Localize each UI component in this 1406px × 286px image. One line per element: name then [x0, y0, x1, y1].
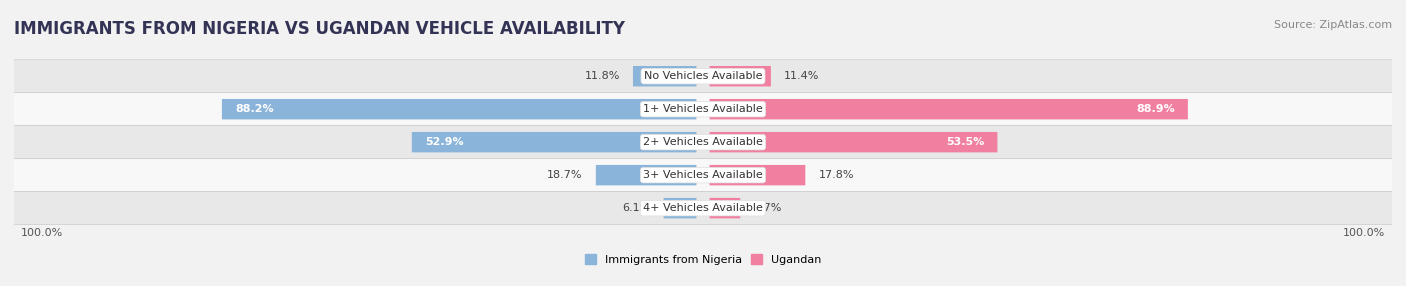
Text: 4+ Vehicles Available: 4+ Vehicles Available: [643, 203, 763, 213]
Text: 11.4%: 11.4%: [785, 71, 820, 81]
Legend: Immigrants from Nigeria, Ugandan: Immigrants from Nigeria, Ugandan: [581, 250, 825, 269]
FancyBboxPatch shape: [710, 132, 997, 152]
FancyBboxPatch shape: [633, 66, 696, 86]
Text: No Vehicles Available: No Vehicles Available: [644, 71, 762, 81]
Text: 100.0%: 100.0%: [1343, 228, 1385, 238]
FancyBboxPatch shape: [710, 165, 806, 185]
FancyBboxPatch shape: [412, 132, 696, 152]
FancyBboxPatch shape: [1, 192, 1405, 225]
Text: 17.8%: 17.8%: [818, 170, 853, 180]
Text: 2+ Vehicles Available: 2+ Vehicles Available: [643, 137, 763, 147]
FancyBboxPatch shape: [1, 159, 1405, 192]
FancyBboxPatch shape: [710, 66, 770, 86]
Text: 53.5%: 53.5%: [946, 137, 984, 147]
FancyBboxPatch shape: [222, 99, 696, 120]
Text: 100.0%: 100.0%: [21, 228, 63, 238]
Text: 11.8%: 11.8%: [585, 71, 620, 81]
FancyBboxPatch shape: [1, 93, 1405, 126]
FancyBboxPatch shape: [596, 165, 696, 185]
Text: 3+ Vehicles Available: 3+ Vehicles Available: [643, 170, 763, 180]
Text: 1+ Vehicles Available: 1+ Vehicles Available: [643, 104, 763, 114]
FancyBboxPatch shape: [1, 60, 1405, 93]
Text: IMMIGRANTS FROM NIGERIA VS UGANDAN VEHICLE AVAILABILITY: IMMIGRANTS FROM NIGERIA VS UGANDAN VEHIC…: [14, 20, 626, 38]
FancyBboxPatch shape: [664, 198, 696, 218]
FancyBboxPatch shape: [1, 126, 1405, 159]
Text: 18.7%: 18.7%: [547, 170, 582, 180]
Text: 6.1%: 6.1%: [623, 203, 651, 213]
Text: 5.7%: 5.7%: [754, 203, 782, 213]
FancyBboxPatch shape: [710, 99, 1188, 120]
Text: 88.9%: 88.9%: [1136, 104, 1175, 114]
FancyBboxPatch shape: [710, 198, 740, 218]
Text: Source: ZipAtlas.com: Source: ZipAtlas.com: [1274, 20, 1392, 30]
Text: 88.2%: 88.2%: [235, 104, 274, 114]
Text: 52.9%: 52.9%: [425, 137, 464, 147]
